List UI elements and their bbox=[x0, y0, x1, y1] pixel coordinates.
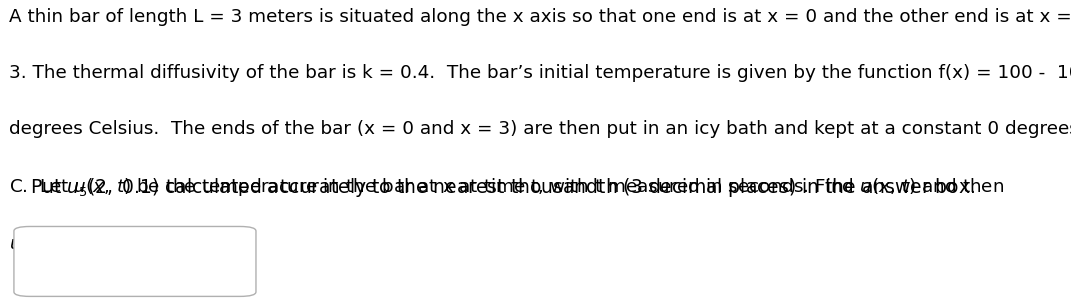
Text: A thin bar of length L = 3 meters is situated along the x axis so that one end i: A thin bar of length L = 3 meters is sit… bbox=[9, 8, 1071, 26]
Text: C.  Let $u(x,\, t)$ be the temperature in the bar at x at time t, with t measure: C. Let $u(x,\, t)$ be the temperature in… bbox=[9, 176, 1004, 198]
Text: degrees Celsius.  The ends of the bar (x = 0 and x = 3) are then put in an icy b: degrees Celsius. The ends of the bar (x … bbox=[9, 120, 1071, 138]
Text: $u_5(2,\;0.1)$.: $u_5(2,\;0.1)$. bbox=[9, 233, 104, 254]
Text: Put $u_5(2,\;0.1)$ calculated accurately to the nearest thousandth (3 decimal pl: Put $u_5(2,\;0.1)$ calculated accurately… bbox=[30, 176, 976, 199]
FancyBboxPatch shape bbox=[14, 226, 256, 296]
Text: 3. The thermal diffusivity of the bar is k = 0.4.  The bar’s initial temperature: 3. The thermal diffusivity of the bar is… bbox=[9, 64, 1071, 82]
